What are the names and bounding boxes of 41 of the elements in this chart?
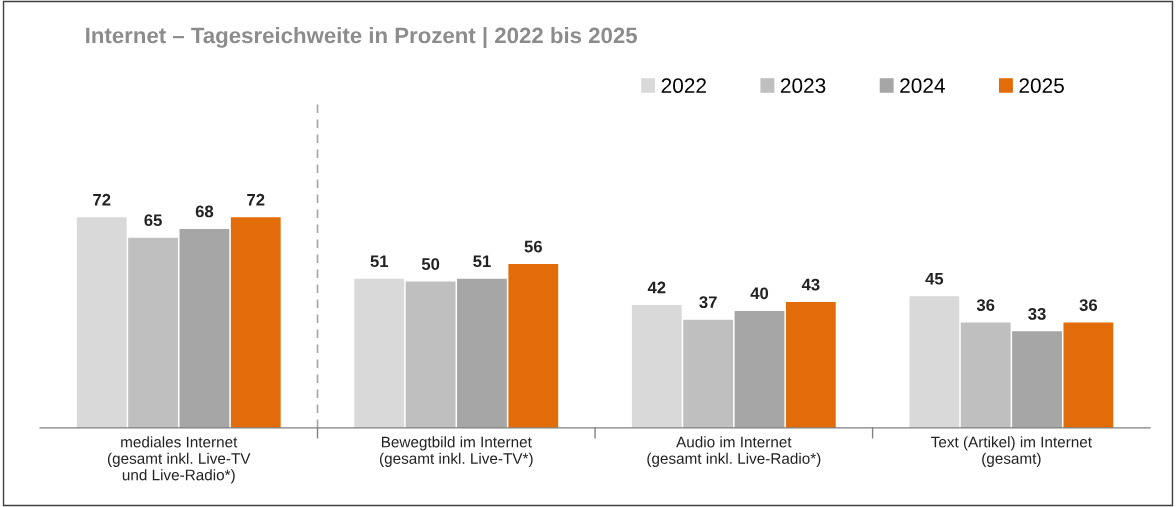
- chart-title: Internet – Tagesreichweite in Prozent | 2022 bis 2025: [86, 26, 637, 49]
- data-label: 51: [473, 255, 491, 268]
- bar: [508, 264, 559, 428]
- data-label: 50: [421, 258, 440, 270]
- data-label: 68: [195, 205, 214, 218]
- bar: [1063, 322, 1114, 428]
- bar: [734, 310, 785, 428]
- legend-label: 2023: [780, 78, 826, 94]
- bar: [457, 278, 507, 428]
- bar: [960, 322, 1011, 428]
- bar: [128, 237, 178, 428]
- data-label: 36: [976, 299, 995, 311]
- bar: [909, 296, 960, 428]
- data-label: 43: [801, 278, 820, 291]
- data-label: 33: [1028, 307, 1046, 320]
- bar: [1012, 331, 1062, 428]
- data-label: 45: [925, 272, 944, 285]
- x-tick-label: Text (Artikel) im Internet (gesamt): [931, 436, 1092, 467]
- bar: [230, 217, 281, 428]
- bar: [405, 281, 456, 428]
- legend-label: 2022: [661, 78, 706, 94]
- bar: [354, 278, 405, 428]
- bar: [179, 228, 230, 428]
- data-label: 36: [1079, 299, 1098, 311]
- x-tick-label: Bewegtbild im Internet (gesamt inkl. Live-TV*): [379, 436, 533, 467]
- data-label: 40: [750, 287, 769, 300]
- legend-label: 2025: [1019, 78, 1064, 94]
- bar: [683, 319, 734, 428]
- data-label: 37: [699, 296, 717, 309]
- bar: [785, 302, 836, 428]
- data-label: 65: [144, 214, 162, 227]
- bar: [76, 217, 127, 428]
- x-tick-label: mediales Internet (gesamt inkl. Live-TV und Live-Radio*): [107, 436, 251, 484]
- bar: [631, 305, 682, 428]
- x-tick-label: Audio im Internet (gesamt inkl. Live-Radio*): [647, 436, 821, 467]
- data-label: 72: [247, 193, 265, 206]
- data-label: 56: [524, 240, 542, 253]
- data-label: 51: [370, 255, 389, 268]
- data-label: 72: [93, 193, 111, 206]
- legend-label: 2024: [900, 78, 945, 94]
- data-label: 42: [647, 281, 666, 294]
